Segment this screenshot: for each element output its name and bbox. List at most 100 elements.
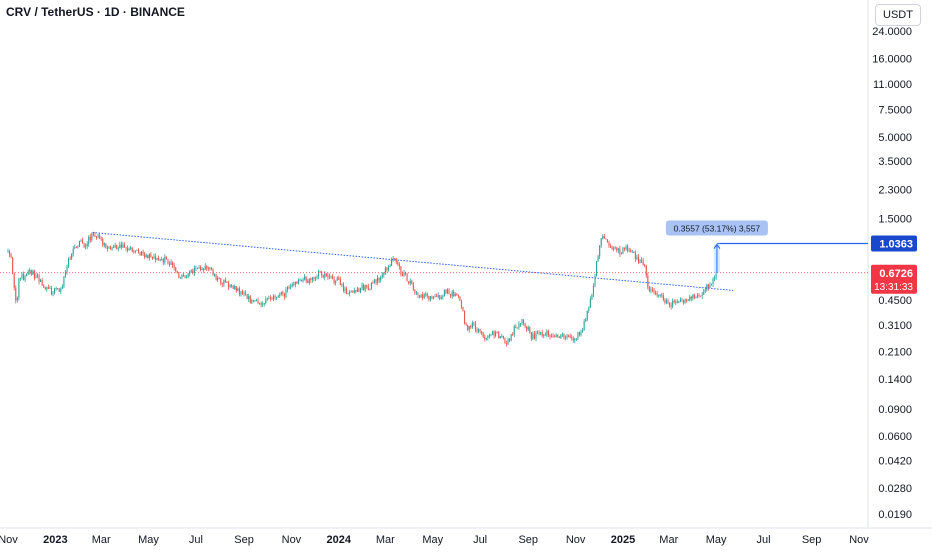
target-price-badge[interactable]: 1.0363 <box>871 235 917 252</box>
candle-body <box>61 286 63 289</box>
time-tick-label: Mar <box>659 534 678 546</box>
last-price-badge[interactable]: 0.6726 13:31:33 <box>871 264 917 294</box>
candle-body <box>600 238 602 246</box>
candle-body <box>462 306 464 311</box>
candle <box>429 296 431 302</box>
candle <box>248 293 250 302</box>
candle-body <box>481 331 483 334</box>
candle <box>71 253 73 261</box>
descending-trendline[interactable] <box>92 231 734 291</box>
candle-body <box>313 277 315 279</box>
candle <box>109 245 112 250</box>
candle <box>378 277 380 284</box>
candle-body <box>423 294 425 298</box>
candle-body <box>88 236 90 244</box>
candle-body <box>651 289 654 291</box>
candle-body <box>450 294 452 297</box>
candle <box>512 332 514 336</box>
candle <box>552 333 554 338</box>
candle-body <box>341 284 343 286</box>
candle-body <box>394 258 396 260</box>
candle-body <box>22 274 25 281</box>
candle <box>582 327 584 333</box>
candle-body <box>647 275 649 288</box>
candle <box>448 288 450 295</box>
candle <box>467 324 469 332</box>
candle-body <box>304 276 306 280</box>
candle <box>687 298 689 302</box>
candle <box>589 296 591 309</box>
candle <box>431 295 433 300</box>
candle-body <box>552 335 554 337</box>
candle <box>57 288 59 290</box>
candle <box>599 245 601 259</box>
candle <box>608 240 610 248</box>
candle <box>203 267 205 273</box>
candle-body <box>99 235 101 239</box>
candle-body <box>661 294 663 296</box>
candle <box>257 297 259 305</box>
candle <box>127 245 129 253</box>
price-axis[interactable]: 24.0000 16.0000 11.0000 7.5000 5.0000 3.5000 2… <box>871 26 917 521</box>
candle-body <box>134 250 136 252</box>
candle-body <box>482 333 484 337</box>
candle-body <box>529 327 531 333</box>
time-tick-label: May <box>422 534 443 546</box>
candle-body <box>66 266 68 273</box>
candle-body <box>9 250 11 255</box>
candle <box>532 331 534 340</box>
candle-body <box>454 294 456 297</box>
candle-body <box>60 288 62 292</box>
candle-body <box>332 276 334 279</box>
candle-body <box>563 334 565 338</box>
currency-selector[interactable]: USDT <box>875 4 921 26</box>
candle-body <box>488 335 490 337</box>
candle <box>116 244 118 250</box>
candle <box>119 241 121 249</box>
candle <box>642 257 644 266</box>
candle-body <box>282 292 284 294</box>
candle-body <box>459 296 461 301</box>
candle <box>544 332 546 336</box>
candle-body <box>400 266 402 275</box>
candle-body <box>120 244 122 248</box>
candle-body <box>293 284 295 286</box>
candle-body <box>690 296 692 299</box>
candle <box>106 245 108 252</box>
candle <box>625 244 627 251</box>
candle <box>147 254 149 259</box>
candle <box>561 332 563 338</box>
candle <box>352 290 354 293</box>
candle-body <box>153 256 155 259</box>
candle <box>69 256 71 260</box>
candle <box>319 270 321 274</box>
candle <box>681 297 683 303</box>
candle <box>636 254 638 261</box>
candle <box>465 322 467 326</box>
time-axis[interactable]: Nov 2023 Mar May Jul Sep Nov 2024 Mar May Jul Sep No… <box>0 534 869 546</box>
candle <box>355 290 357 294</box>
symbol-title[interactable]: CRV / TetherUS · 1D · BINANCE <box>6 5 185 19</box>
candle-body <box>560 334 562 338</box>
candle <box>496 331 498 334</box>
candle <box>644 263 646 268</box>
candle-body <box>524 323 526 327</box>
candle-body <box>283 293 285 297</box>
measure-label[interactable]: 0.3557 (53.17%) 3,557 <box>665 220 768 236</box>
candle <box>19 277 21 281</box>
candle <box>453 289 455 297</box>
drawings-layer[interactable]: 0.3557 (53.17%) 3,557 <box>0 220 868 291</box>
candle-body <box>516 327 518 329</box>
candle <box>473 321 475 326</box>
candle-body <box>383 272 385 275</box>
candle-body <box>95 237 98 238</box>
candle-body <box>363 284 365 291</box>
candle <box>144 251 146 260</box>
candle <box>359 287 362 294</box>
candle-body <box>484 336 486 340</box>
candle-body <box>709 285 711 288</box>
candle-body <box>30 269 32 275</box>
candle-body <box>251 300 253 303</box>
